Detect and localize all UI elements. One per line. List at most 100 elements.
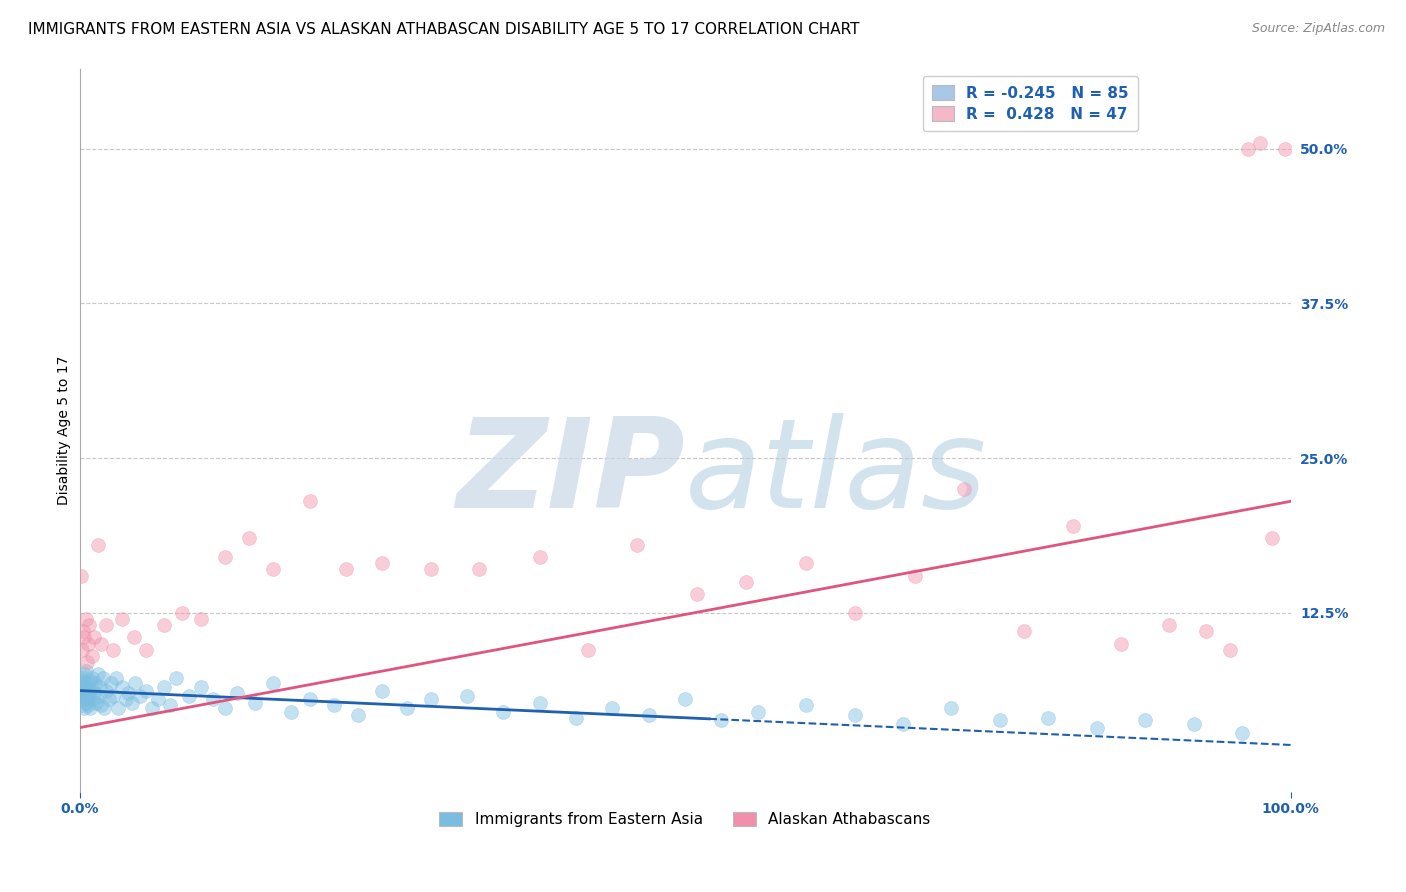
Point <box>96 683 118 698</box>
Point <box>214 549 236 564</box>
Point <box>77 683 100 698</box>
Point <box>637 708 659 723</box>
Point <box>73 683 96 698</box>
Point <box>794 698 817 713</box>
Point <box>335 562 357 576</box>
Point <box>111 612 134 626</box>
Point <box>734 574 756 589</box>
Point <box>87 689 110 703</box>
Point <box>103 689 125 703</box>
Point <box>1085 721 1108 735</box>
Y-axis label: Disability Age 5 to 17: Disability Age 5 to 17 <box>58 356 72 505</box>
Point <box>298 692 321 706</box>
Point <box>172 606 194 620</box>
Point <box>77 618 100 632</box>
Point <box>159 698 181 713</box>
Point <box>69 568 91 582</box>
Point <box>111 680 134 694</box>
Point <box>1274 142 1296 156</box>
Point <box>1109 636 1132 650</box>
Point <box>710 713 733 727</box>
Point <box>121 696 143 710</box>
Point <box>77 698 100 713</box>
Point <box>468 562 491 576</box>
Point <box>70 680 93 694</box>
Point <box>844 606 866 620</box>
Point <box>165 671 187 685</box>
Point <box>80 648 103 663</box>
Point <box>76 686 98 700</box>
Point <box>190 612 212 626</box>
Point <box>75 612 97 626</box>
Point <box>89 680 111 694</box>
Point <box>794 556 817 570</box>
Point <box>576 642 599 657</box>
Point <box>84 676 107 690</box>
Point <box>129 689 152 703</box>
Point <box>135 642 157 657</box>
Point <box>114 692 136 706</box>
Point <box>177 689 200 703</box>
Point <box>90 636 112 650</box>
Point <box>124 676 146 690</box>
Text: atlas: atlas <box>685 413 987 534</box>
Point <box>77 676 100 690</box>
Point <box>83 631 105 645</box>
Point <box>952 482 974 496</box>
Point <box>1062 519 1084 533</box>
Point <box>103 642 125 657</box>
Point <box>747 705 769 719</box>
Point <box>626 538 648 552</box>
Point <box>419 692 441 706</box>
Point <box>76 655 98 669</box>
Point <box>77 689 100 703</box>
Point <box>72 676 94 690</box>
Point <box>75 680 97 694</box>
Text: ZIP: ZIP <box>457 413 685 534</box>
Point <box>80 671 103 685</box>
Point <box>76 692 98 706</box>
Point <box>1261 532 1284 546</box>
Point <box>96 618 118 632</box>
Point <box>69 692 91 706</box>
Point <box>395 701 418 715</box>
Point <box>565 711 588 725</box>
Point <box>226 686 249 700</box>
Point <box>602 701 624 715</box>
Point <box>988 713 1011 727</box>
Point <box>686 587 709 601</box>
Point <box>83 686 105 700</box>
Text: Source: ZipAtlas.com: Source: ZipAtlas.com <box>1251 22 1385 36</box>
Point <box>1219 642 1241 657</box>
Point <box>1135 713 1157 727</box>
Point <box>243 696 266 710</box>
Point <box>117 686 139 700</box>
Point <box>122 631 145 645</box>
Point <box>1159 618 1181 632</box>
Point <box>891 717 914 731</box>
Point <box>904 568 927 582</box>
Point <box>280 705 302 719</box>
Point <box>141 701 163 715</box>
Point <box>1237 142 1260 156</box>
Point <box>844 708 866 723</box>
Point <box>79 701 101 715</box>
Point <box>262 562 284 576</box>
Point <box>190 680 212 694</box>
Point <box>529 549 551 564</box>
Point <box>90 698 112 713</box>
Point <box>75 696 97 710</box>
Point <box>80 680 103 694</box>
Point <box>941 701 963 715</box>
Point <box>86 667 108 681</box>
Point <box>72 689 94 703</box>
Point <box>529 696 551 710</box>
Point <box>107 701 129 715</box>
Point <box>456 689 478 703</box>
Point <box>104 671 127 685</box>
Point <box>86 538 108 552</box>
Point <box>1230 725 1253 739</box>
Point <box>262 676 284 690</box>
Point <box>79 673 101 688</box>
Point <box>93 701 115 715</box>
